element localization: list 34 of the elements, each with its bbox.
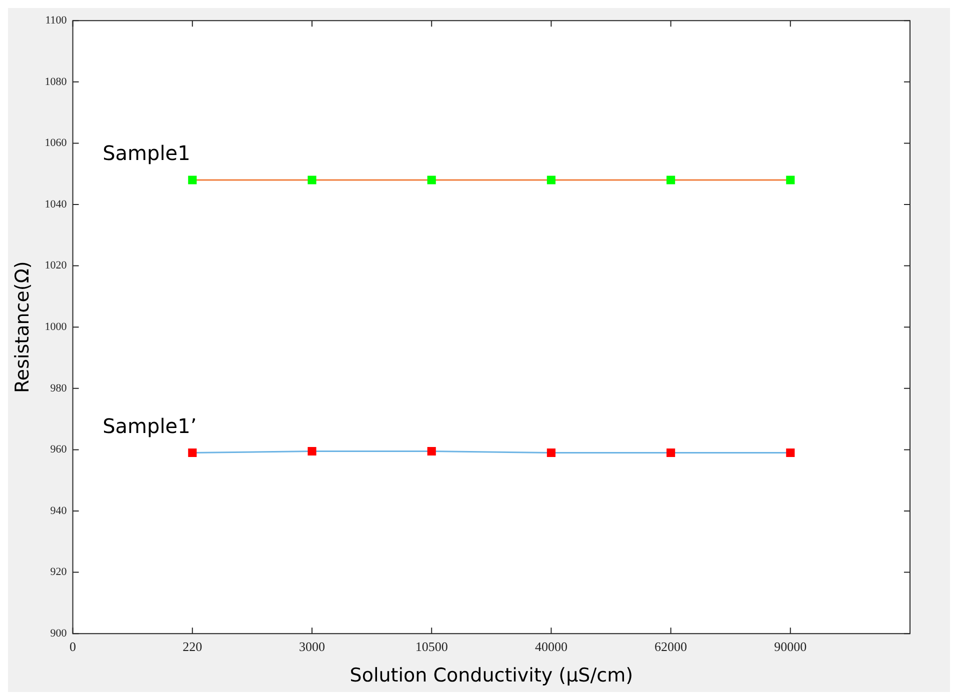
point xyxy=(188,176,197,184)
y-tick-label: 1020 xyxy=(44,260,68,272)
point xyxy=(786,448,795,458)
y-tick-label: 1100 xyxy=(45,14,68,26)
point xyxy=(666,176,676,184)
series-label: Sample1’ xyxy=(102,414,197,438)
y-tick-label: 1040 xyxy=(44,198,68,210)
point xyxy=(427,176,436,184)
y-tick-label: 1080 xyxy=(44,76,68,88)
x-tick-label: 3000 xyxy=(299,638,325,654)
point xyxy=(666,448,676,458)
point xyxy=(308,176,316,184)
point xyxy=(546,448,556,458)
series-label: Sample1 xyxy=(102,141,190,166)
x-tick-label: 220 xyxy=(182,638,202,654)
y-tick-label: 900 xyxy=(50,627,68,640)
point xyxy=(427,446,436,456)
point xyxy=(786,176,795,184)
x-tick-label: 10500 xyxy=(415,638,448,654)
x-tick-label: 0 xyxy=(70,638,76,654)
y-tick-label: 1060 xyxy=(44,137,68,150)
x-tick-label: 90000 xyxy=(774,638,807,654)
y-tick-label: 940 xyxy=(50,504,68,517)
y-tick-label: 980 xyxy=(50,382,68,394)
x-axis-title: Solution Conductivity (µS/cm) xyxy=(350,664,634,687)
point xyxy=(546,176,556,184)
point xyxy=(308,446,316,456)
point xyxy=(188,448,197,458)
y-tick-label: 920 xyxy=(50,566,68,578)
y-tick-label: 1000 xyxy=(44,320,68,333)
y-axis-title: Resistance(Ω) xyxy=(11,261,34,393)
y-tick-label: 960 xyxy=(50,444,68,456)
x-tick-label: 40000 xyxy=(534,638,568,654)
x-tick-label: 62000 xyxy=(654,638,688,654)
